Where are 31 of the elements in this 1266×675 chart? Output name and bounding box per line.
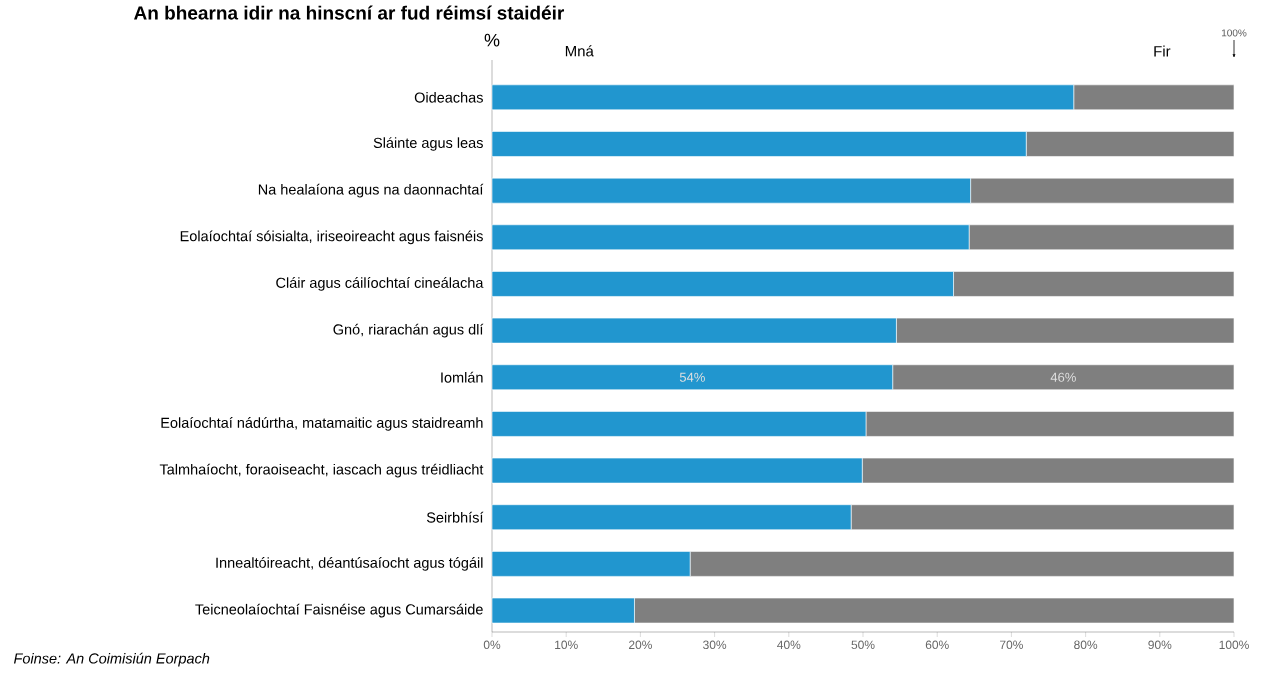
x-tick-label: 30% <box>703 640 727 650</box>
x-tick-label: 0% <box>483 640 501 650</box>
y-tick-label: Eolaíochtaí sóisialta, iriseoireacht agus faisnéis <box>180 230 483 245</box>
data-label: 46% <box>1050 372 1076 382</box>
x-tick-label: 70% <box>1000 640 1023 650</box>
chart-title: An bhearna idir na hinscní ar fud réimsí staidéir <box>134 5 565 20</box>
series-label: Mná <box>565 45 594 57</box>
series-label: Fir <box>1154 45 1171 57</box>
y-tick-label: Gnó, riarachán agus dlí <box>333 323 484 338</box>
x-tick-label: 80% <box>1074 640 1098 650</box>
y-tick-label: Cláir agus cáilíochtaí cineálacha <box>276 277 484 291</box>
y-tick-label: Teicneolaíochtaí Faisnéise agus Cumarsáide <box>195 603 483 618</box>
y-tick-label: Sláinte agus leas <box>373 137 483 151</box>
text: Foinse: An Coimisiún Eorpach <box>13 652 210 667</box>
x-tick-label: 10% <box>555 640 578 650</box>
x-tick-label: 20% <box>628 640 652 650</box>
y-tick-label: Innealtóireacht, déantúsaíocht agus tógáil <box>216 557 483 571</box>
x-tick-label: 90% <box>1148 640 1172 650</box>
y-tick-label: Na healaíona agus na daonnachtaí <box>258 183 484 198</box>
annotation: 100% <box>1221 29 1247 37</box>
y-tick-label: Seirbhísí <box>426 511 484 523</box>
y-tick-label: Oideachas <box>414 92 483 103</box>
x-tick-label: 100% <box>1219 640 1249 650</box>
y-tick-label: Iomlán <box>441 371 483 383</box>
y-tick-label: Talmhaíocht, foraoiseacht, iascach agus tréidliacht <box>159 463 484 478</box>
text: % <box>484 33 500 47</box>
x-tick-label: 60% <box>925 640 949 650</box>
x-tick-label: 40% <box>777 640 801 650</box>
x-tick-label: 50% <box>851 640 875 650</box>
y-tick-label: Eolaíochtaí nádúrtha, matamaitic agus staidreamh <box>161 417 483 431</box>
data-label: 54% <box>679 372 705 382</box>
